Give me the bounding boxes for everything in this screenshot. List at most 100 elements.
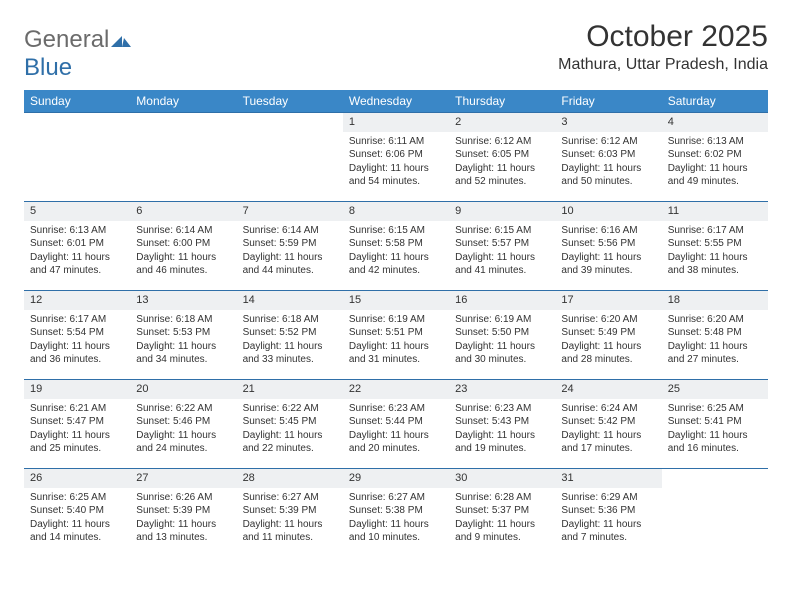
daylight-line: Daylight: 11 hours and 34 minutes. [136, 340, 230, 367]
calendar: Sunday Monday Tuesday Wednesday Thursday… [24, 90, 768, 557]
sunrise-line: Sunrise: 6:26 AM [136, 491, 230, 505]
weekday-mon: Monday [130, 90, 236, 112]
calendar-cell: 11Sunrise: 6:17 AMSunset: 5:55 PMDayligh… [662, 202, 768, 290]
calendar-cell: 12Sunrise: 6:17 AMSunset: 5:54 PMDayligh… [24, 291, 130, 379]
calendar-cell: 28Sunrise: 6:27 AMSunset: 5:39 PMDayligh… [237, 469, 343, 557]
daylight-line: Daylight: 11 hours and 25 minutes. [30, 429, 124, 456]
location-subtitle: Mathura, Uttar Pradesh, India [558, 56, 768, 74]
day-number: 31 [555, 469, 661, 488]
calendar-cell [24, 113, 130, 201]
calendar-cell: 8Sunrise: 6:15 AMSunset: 5:58 PMDaylight… [343, 202, 449, 290]
day-number: 6 [130, 202, 236, 221]
sunset-line: Sunset: 6:06 PM [349, 148, 443, 162]
calendar-cell: 2Sunrise: 6:12 AMSunset: 6:05 PMDaylight… [449, 113, 555, 201]
daylight-line: Daylight: 11 hours and 9 minutes. [455, 518, 549, 545]
sunset-line: Sunset: 5:57 PM [455, 237, 549, 251]
sunrise-line: Sunrise: 6:12 AM [561, 135, 655, 149]
sunset-line: Sunset: 6:03 PM [561, 148, 655, 162]
sunrise-line: Sunrise: 6:23 AM [455, 402, 549, 416]
day-number: 22 [343, 380, 449, 399]
calendar-week: 26Sunrise: 6:25 AMSunset: 5:40 PMDayligh… [24, 468, 768, 557]
sunrise-line: Sunrise: 6:20 AM [668, 313, 762, 327]
daylight-line: Daylight: 11 hours and 54 minutes. [349, 162, 443, 189]
daylight-line: Daylight: 11 hours and 19 minutes. [455, 429, 549, 456]
daylight-line: Daylight: 11 hours and 47 minutes. [30, 251, 124, 278]
sunset-line: Sunset: 5:43 PM [455, 415, 549, 429]
brand-logo: GeneralBlue [24, 26, 133, 82]
calendar-cell [662, 469, 768, 557]
sunrise-line: Sunrise: 6:19 AM [349, 313, 443, 327]
daylight-line: Daylight: 11 hours and 46 minutes. [136, 251, 230, 278]
day-number: 5 [24, 202, 130, 221]
brand-triangle-icon [111, 26, 133, 54]
calendar-cell: 21Sunrise: 6:22 AMSunset: 5:45 PMDayligh… [237, 380, 343, 468]
sunrise-line: Sunrise: 6:21 AM [30, 402, 124, 416]
calendar-cell: 22 Sunrise: 6:23 AMSunset: 5:44 PMDayligh… [343, 380, 449, 468]
sunset-line: Sunset: 5:56 PM [561, 237, 655, 251]
calendar-cell: 19Sunrise: 6:21 AMSunset: 5:47 PMDayligh… [24, 380, 130, 468]
weekday-tue: Tuesday [237, 90, 343, 112]
calendar-week: 19Sunrise: 6:21 AMSunset: 5:47 PMDayligh… [24, 379, 768, 468]
weekday-header: Sunday Monday Tuesday Wednesday Thursday… [24, 90, 768, 112]
sunset-line: Sunset: 5:55 PM [668, 237, 762, 251]
calendar-cell [130, 113, 236, 201]
daylight-line: Daylight: 11 hours and 31 minutes. [349, 340, 443, 367]
day-number: 9 [449, 202, 555, 221]
day-number: 24 [555, 380, 661, 399]
sunset-line: Sunset: 5:44 PM [349, 415, 443, 429]
sunset-line: Sunset: 5:46 PM [136, 415, 230, 429]
sunrise-line: Sunrise: 6:23 AM [349, 402, 443, 416]
day-number: 1 [343, 113, 449, 132]
sunrise-line: Sunrise: 6:16 AM [561, 224, 655, 238]
calendar-cell: 27Sunrise: 6:26 AMSunset: 5:39 PMDayligh… [130, 469, 236, 557]
sunset-line: Sunset: 5:45 PM [243, 415, 337, 429]
sunrise-line: Sunrise: 6:27 AM [349, 491, 443, 505]
sunset-line: Sunset: 5:49 PM [561, 326, 655, 340]
day-number: 21 [237, 380, 343, 399]
sunrise-line: Sunrise: 6:11 AM [349, 135, 443, 149]
daylight-line: Daylight: 11 hours and 10 minutes. [349, 518, 443, 545]
day-number: 19 [24, 380, 130, 399]
daylight-line: Daylight: 11 hours and 20 minutes. [349, 429, 443, 456]
sunset-line: Sunset: 6:02 PM [668, 148, 762, 162]
calendar-cell: 1 Sunrise: 6:11 AMSunset: 6:06 PMDaylight… [343, 113, 449, 201]
daylight-line: Daylight: 11 hours and 41 minutes. [455, 251, 549, 278]
sunset-line: Sunset: 5:52 PM [243, 326, 337, 340]
day-number: 11 [662, 202, 768, 221]
daylight-line: Daylight: 11 hours and 7 minutes. [561, 518, 655, 545]
sunset-line: Sunset: 5:40 PM [30, 504, 124, 518]
daylight-line: Daylight: 11 hours and 44 minutes. [243, 251, 337, 278]
sunrise-line: Sunrise: 6:25 AM [30, 491, 124, 505]
day-number: 18 [662, 291, 768, 310]
calendar-cell: 20Sunrise: 6:22 AMSunset: 5:46 PMDayligh… [130, 380, 236, 468]
day-number: 23 [449, 380, 555, 399]
day-number: 7 [237, 202, 343, 221]
sunset-line: Sunset: 5:36 PM [561, 504, 655, 518]
sunset-line: Sunset: 6:00 PM [136, 237, 230, 251]
sunrise-line: Sunrise: 6:25 AM [668, 402, 762, 416]
calendar-cell: 9Sunrise: 6:15 AMSunset: 5:57 PMDaylight… [449, 202, 555, 290]
daylight-line: Daylight: 11 hours and 22 minutes. [243, 429, 337, 456]
day-number: 12 [24, 291, 130, 310]
sunrise-line: Sunrise: 6:15 AM [349, 224, 443, 238]
daylight-line: Daylight: 11 hours and 27 minutes. [668, 340, 762, 367]
sunset-line: Sunset: 6:05 PM [455, 148, 549, 162]
daylight-line: Daylight: 11 hours and 38 minutes. [668, 251, 762, 278]
brand-part1: General [24, 26, 109, 53]
calendar-cell: 5Sunrise: 6:13 AMSunset: 6:01 PMDaylight… [24, 202, 130, 290]
day-number: 30 [449, 469, 555, 488]
day-number: 3 [555, 113, 661, 132]
calendar-week: 1 Sunrise: 6:11 AMSunset: 6:06 PMDaylight… [24, 112, 768, 201]
sunrise-line: Sunrise: 6:19 AM [455, 313, 549, 327]
calendar-cell [237, 113, 343, 201]
daylight-line: Daylight: 11 hours and 30 minutes. [455, 340, 549, 367]
header: GeneralBlue October 2025 Mathura, Uttar … [24, 20, 768, 82]
day-number: 17 [555, 291, 661, 310]
calendar-cell: 25Sunrise: 6:25 AMSunset: 5:41 PMDayligh… [662, 380, 768, 468]
day-number: 16 [449, 291, 555, 310]
calendar-cell: 4Sunrise: 6:13 AMSunset: 6:02 PMDaylight… [662, 113, 768, 201]
calendar-body: 1Sunrise: 6:11 AMSunset: 6:06 PMDaylight… [24, 112, 768, 557]
weekday-fri: Friday [555, 90, 661, 112]
sunrise-line: Sunrise: 6:28 AM [455, 491, 549, 505]
sunset-line: Sunset: 5:59 PM [243, 237, 337, 251]
